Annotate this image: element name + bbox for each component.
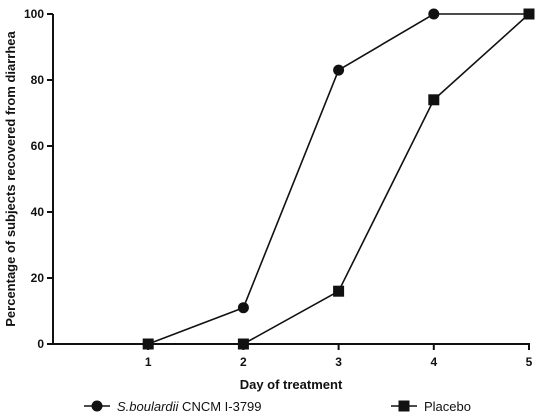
- y-tick-label: 40: [31, 205, 45, 219]
- data-point-circle: [333, 64, 345, 76]
- data-point-circle: [428, 8, 440, 20]
- legend-item-series-2: Placebo: [391, 399, 471, 414]
- data-point-square: [333, 285, 345, 297]
- y-tick-label: 80: [31, 73, 45, 87]
- legend-marker-circle: [91, 400, 103, 412]
- series-layer: [142, 8, 535, 350]
- legend-marker-square: [398, 400, 410, 412]
- legend-item-series-1: S.boulardii CNCM I-3799: [84, 399, 262, 414]
- data-point-square: [428, 94, 440, 106]
- x-tick-label: 2: [240, 355, 247, 369]
- legend-label-series-1: S.boulardii CNCM I-3799: [117, 399, 262, 414]
- x-axis-title: Day of treatment: [240, 377, 343, 392]
- y-tick-label: 20: [31, 271, 45, 285]
- x-tick-label: 1: [145, 355, 152, 369]
- x-axis-ticks: 1 2 3 4 5: [145, 344, 533, 369]
- y-axis-title: Percentage of subjects recovered from di…: [3, 30, 18, 326]
- x-tick-label: 3: [335, 355, 342, 369]
- legend-label-italic-part: S.boulardii: [117, 399, 180, 414]
- x-tick-label: 5: [526, 355, 533, 369]
- x-tick-label: 4: [430, 355, 437, 369]
- data-point-circle: [237, 302, 249, 314]
- data-point-square: [523, 8, 535, 20]
- y-tick-label: 100: [24, 7, 44, 21]
- legend-label-rest: CNCM I-3799: [178, 399, 261, 414]
- y-axis-ticks: 0 20 40 60 80 100: [24, 7, 53, 351]
- y-tick-label: 60: [31, 139, 45, 153]
- data-point-square: [142, 338, 154, 350]
- data-point-square: [237, 338, 249, 350]
- legend: S.boulardii CNCM I-3799 Placebo: [84, 399, 471, 414]
- legend-label-series-2: Placebo: [424, 399, 471, 414]
- y-tick-label: 0: [37, 337, 44, 351]
